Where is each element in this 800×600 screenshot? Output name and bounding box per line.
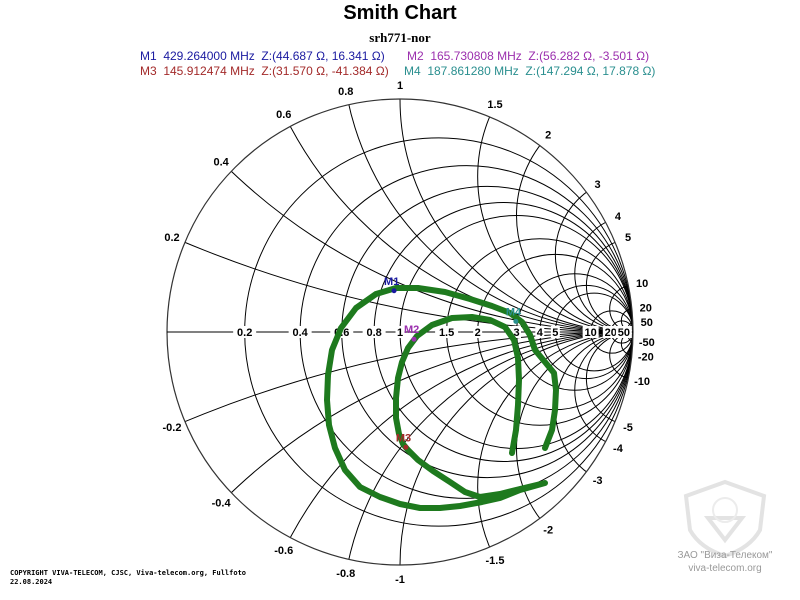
svg-text:-2: -2 <box>543 525 553 537</box>
svg-text:M4: M4 <box>506 306 522 318</box>
copyright-notice: COPYRIGHT VIVA-TELECOM, CJSC, Viva-telec… <box>10 569 247 586</box>
watermark-site: viva-telecom.org <box>688 563 762 574</box>
svg-text:5: 5 <box>552 327 558 339</box>
trace-markers: M1 M2 M3 M4 <box>384 276 522 450</box>
svg-text:-4: -4 <box>613 443 624 455</box>
marker-m1-readout: M1 429.264000 MHz Z:(44.687 Ω, 16.341 Ω) <box>140 49 385 63</box>
svg-text:0.8: 0.8 <box>366 327 381 339</box>
svg-text:-0.8: -0.8 <box>336 568 355 580</box>
svg-text:0.4: 0.4 <box>213 157 229 169</box>
svg-text:4: 4 <box>615 211 622 223</box>
svg-text:-5: -5 <box>623 422 633 434</box>
svg-text:1: 1 <box>397 327 403 339</box>
svg-text:-10: -10 <box>634 376 650 388</box>
svg-text:10: 10 <box>636 278 648 290</box>
svg-text:M3: M3 <box>396 432 411 444</box>
chart-subtitle: srh771-nor <box>369 30 431 45</box>
svg-text:-20: -20 <box>638 352 654 364</box>
svg-text:M1: M1 <box>384 276 399 288</box>
svg-text:M2: M2 <box>404 324 419 336</box>
svg-text:10: 10 <box>585 327 597 339</box>
svg-text:1: 1 <box>397 80 403 92</box>
svg-text:-1: -1 <box>395 574 405 586</box>
svg-text:20: 20 <box>605 327 617 339</box>
svg-text:3: 3 <box>595 179 601 191</box>
svg-text:1.5: 1.5 <box>487 99 502 111</box>
svg-text:-0.2: -0.2 <box>163 422 182 434</box>
svg-text:0.4: 0.4 <box>292 327 308 339</box>
svg-text:20: 20 <box>640 302 652 314</box>
marker-m4-readout: M4 187.861280 MHz Z:(147.294 Ω, 17.878 Ω… <box>404 64 656 78</box>
watermark-company: ЗАО "Виза-Телеком" <box>677 550 773 561</box>
svg-text:4: 4 <box>537 327 544 339</box>
svg-text:-3: -3 <box>593 475 603 487</box>
svg-text:0.6: 0.6 <box>276 109 291 121</box>
svg-text:0.2: 0.2 <box>164 232 179 244</box>
svg-text:2: 2 <box>475 327 481 339</box>
svg-text:3: 3 <box>513 327 519 339</box>
svg-text:0.8: 0.8 <box>338 86 353 98</box>
viva-telecom-logo-watermark <box>683 479 767 558</box>
svg-text:5: 5 <box>625 232 631 244</box>
svg-text:-0.4: -0.4 <box>212 497 232 509</box>
svg-text:50: 50 <box>641 317 653 329</box>
marker-m2-readout: M2 165.730808 MHz Z:(56.282 Ω, -3.501 Ω) <box>407 49 650 63</box>
marker-m3-readout: M3 145.912474 MHz Z:(31.570 Ω, -41.384 Ω… <box>140 64 389 78</box>
svg-text:-0.6: -0.6 <box>274 545 293 557</box>
svg-text:-50: -50 <box>639 337 655 349</box>
svg-text:1.5: 1.5 <box>439 327 454 339</box>
chart-title: Smith Chart <box>343 2 457 24</box>
svg-text:2: 2 <box>545 129 551 141</box>
impedance-trace <box>324 285 559 511</box>
svg-text:0.2: 0.2 <box>237 327 252 339</box>
svg-text:-1.5: -1.5 <box>486 555 505 567</box>
svg-text:50: 50 <box>618 327 630 339</box>
